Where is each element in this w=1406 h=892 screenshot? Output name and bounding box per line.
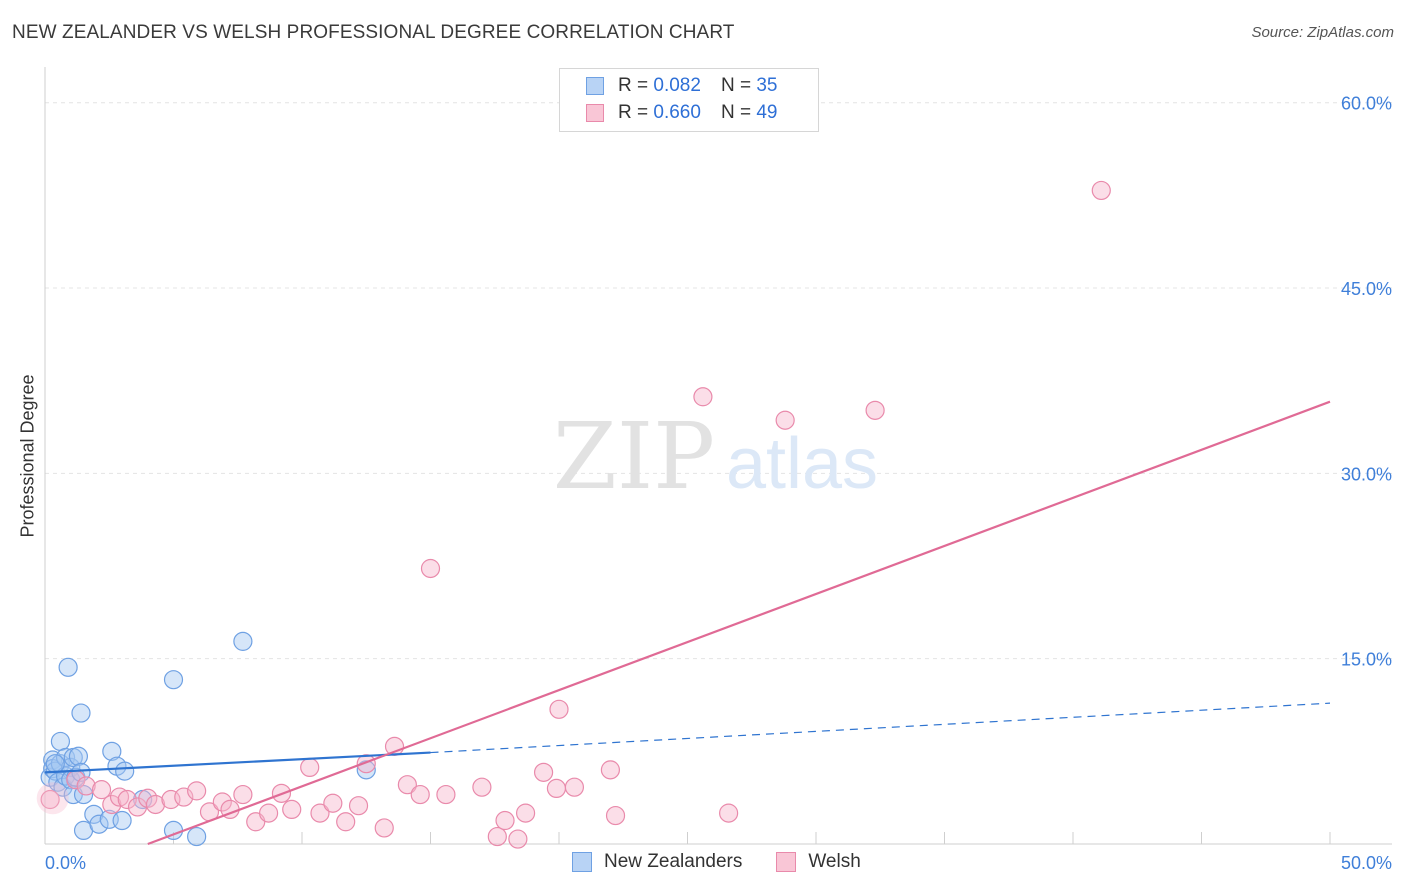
r-value-welsh: 0.660 — [653, 102, 701, 123]
data-point-welsh — [719, 803, 739, 823]
axes — [44, 67, 1392, 845]
data-point-welsh — [356, 754, 376, 774]
data-point-new-zealanders — [89, 814, 109, 834]
data-point-welsh — [775, 410, 795, 430]
n-value-new-zealanders: 35 — [756, 75, 778, 96]
legend-swatch-welsh — [776, 852, 797, 872]
legend-label-new-zealanders: New Zealanders — [604, 851, 743, 872]
y-tick-label: 60.0% — [1341, 94, 1392, 114]
y-tick-label: 30.0% — [1341, 464, 1392, 484]
watermark-zip: ZIP — [553, 403, 715, 510]
legend-item-new-zealanders[interactable]: New Zealanders — [572, 851, 742, 873]
legend-swatch-new-zealanders — [586, 77, 604, 95]
watermark-atlas: atlas — [726, 424, 878, 504]
n-label: N = — [720, 102, 752, 123]
data-point-new-zealanders — [68, 746, 89, 766]
data-point-new-zealanders — [71, 703, 91, 723]
data-point-new-zealanders — [102, 741, 122, 761]
data-point-welsh — [36, 782, 69, 815]
data-point-new-zealanders — [50, 731, 71, 752]
stats-legend-row-welsh: R = 0.660 N = 49 — [586, 100, 777, 126]
r-value-new-zealanders: 0.082 — [653, 75, 701, 96]
source-credit: Source: ZipAtlas.com — [1251, 24, 1394, 41]
data-point-new-zealanders — [187, 826, 207, 847]
data-point-welsh — [397, 775, 417, 795]
data-point-welsh — [310, 803, 330, 823]
data-point-welsh — [546, 778, 567, 799]
tick-labels: 15.0% 30.0% 45.0% 60.0% 0.0% 50.0% — [45, 94, 1392, 873]
data-point-welsh — [300, 757, 320, 778]
data-point-welsh — [564, 777, 585, 797]
data-point-welsh — [233, 784, 253, 805]
y-tick-label: 45.0% — [1341, 279, 1392, 299]
data-point-welsh — [515, 803, 536, 823]
data-point-welsh — [145, 794, 166, 815]
data-point-new-zealanders — [115, 761, 135, 781]
data-point-welsh — [212, 792, 232, 812]
data-point-welsh — [487, 826, 507, 847]
series-legend: New Zealanders Welsh — [572, 851, 895, 873]
data-point-welsh — [508, 829, 528, 849]
data-point-welsh — [605, 805, 626, 826]
data-point-welsh — [693, 387, 713, 407]
data-point-new-zealanders — [356, 760, 376, 780]
data-point-welsh — [91, 780, 112, 800]
data-point-new-zealanders — [233, 631, 253, 651]
n-label: N = — [720, 75, 752, 96]
trend-line-new-zealanders-extension — [430, 702, 1331, 754]
trend-line-welsh — [147, 400, 1331, 846]
data-point-welsh — [138, 788, 158, 808]
data-point-new-zealanders — [112, 810, 132, 831]
r-label: R = — [618, 102, 649, 123]
data-point-welsh — [187, 781, 207, 801]
data-point-new-zealanders — [163, 670, 184, 690]
data-point-new-zealanders — [58, 657, 78, 677]
data-point-welsh — [410, 784, 430, 805]
data-point-welsh — [323, 793, 343, 813]
legend-label-welsh: Welsh — [808, 851, 861, 872]
data-point-welsh — [495, 810, 515, 831]
data-point-welsh — [258, 803, 279, 823]
data-point-welsh — [102, 794, 122, 815]
data-point-new-zealanders — [45, 754, 65, 774]
data-point-welsh — [76, 776, 96, 796]
data-point-welsh — [865, 400, 885, 420]
x-tick-label: 0.0% — [45, 853, 86, 873]
gridlines — [45, 102, 1392, 660]
n-value-welsh: 49 — [756, 102, 778, 123]
data-point-welsh — [109, 787, 130, 807]
legend-swatch-welsh — [586, 104, 604, 122]
stats-legend-row-new-zealanders: R = 0.082 N = 35 — [586, 73, 777, 99]
data-point-welsh — [533, 762, 554, 782]
data-point-welsh — [600, 760, 621, 780]
data-points — [36, 180, 1111, 849]
data-point-welsh — [374, 818, 394, 838]
trend-lines — [44, 400, 1331, 846]
data-point-welsh — [117, 789, 137, 810]
data-point-welsh — [1091, 180, 1111, 201]
legend-item-welsh[interactable]: Welsh — [776, 851, 861, 873]
data-point-welsh — [348, 796, 369, 816]
y-tick-label: 15.0% — [1341, 650, 1392, 670]
data-point-welsh — [40, 789, 60, 810]
data-point-new-zealanders — [84, 804, 104, 824]
r-label: R = — [618, 75, 649, 96]
data-point-welsh — [336, 812, 356, 832]
data-point-welsh — [472, 777, 492, 797]
stats-legend: R = 0.082 N = 35 R = 0.660 N = 49 — [559, 68, 819, 132]
x-tick-label: 50.0% — [1341, 853, 1392, 873]
data-point-welsh — [282, 799, 302, 820]
chart-title: NEW ZEALANDER VS WELSH PROFESSIONAL DEGR… — [12, 22, 735, 43]
legend-swatch-new-zealanders — [572, 852, 592, 872]
data-point-welsh — [436, 784, 456, 805]
trend-line-new-zealanders — [44, 751, 431, 774]
data-point-welsh — [549, 699, 569, 719]
data-point-welsh — [420, 558, 441, 579]
